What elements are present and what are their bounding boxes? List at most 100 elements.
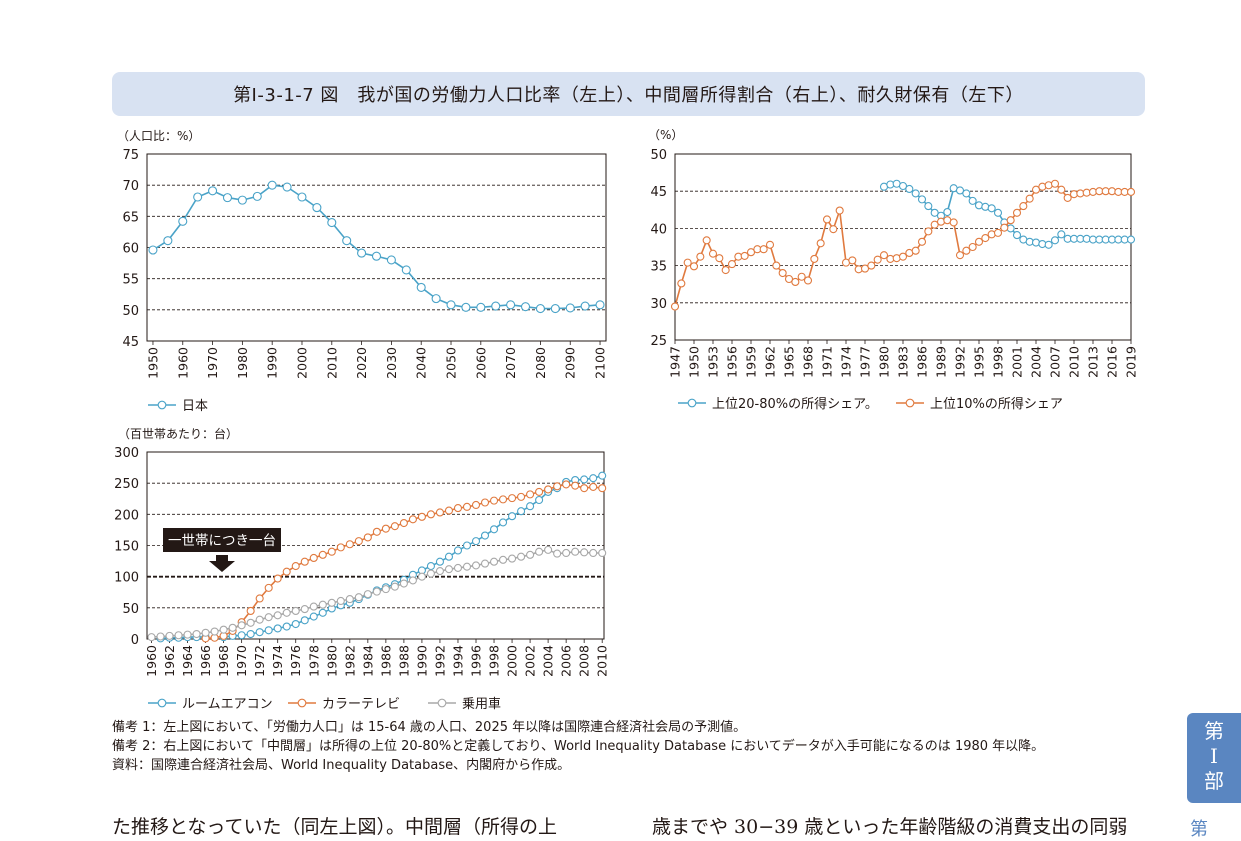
data-point bbox=[598, 471, 607, 480]
data-point bbox=[345, 595, 354, 604]
x-tick-label: 1970 bbox=[234, 645, 249, 677]
annotation-arrow-icon bbox=[209, 555, 235, 572]
data-point bbox=[444, 565, 454, 574]
x-tick-label: 2004 bbox=[541, 645, 556, 677]
data-point bbox=[163, 236, 173, 246]
data-point bbox=[267, 180, 277, 190]
data-point bbox=[520, 302, 531, 312]
part-tab[interactable]: 第 Ⅰ 部 bbox=[1187, 713, 1241, 803]
data-point bbox=[417, 512, 426, 521]
y-tick-label: 50 bbox=[650, 148, 667, 163]
data-point bbox=[435, 567, 444, 576]
labor-unit-label: （人口比：%） bbox=[117, 129, 201, 143]
x-tick-label: 1956 bbox=[725, 346, 740, 378]
x-tick-label: 2030 bbox=[384, 347, 399, 379]
x-tick-label: 1953 bbox=[706, 346, 721, 378]
data-point bbox=[489, 525, 499, 534]
legend-label: カラーテレビ bbox=[322, 697, 400, 712]
y-tick-label: 0 bbox=[131, 633, 139, 648]
data-point bbox=[426, 562, 435, 571]
data-point bbox=[506, 300, 516, 310]
data-point bbox=[498, 495, 508, 504]
legend-label: 乗用車 bbox=[462, 697, 501, 712]
data-point bbox=[318, 600, 327, 609]
durables-unit-label: （百世帯あたり：台） bbox=[118, 427, 239, 441]
x-tick-label: 2004 bbox=[1029, 346, 1044, 378]
data-point bbox=[219, 625, 228, 634]
x-tick-label: 1977 bbox=[858, 346, 873, 378]
data-point bbox=[255, 615, 264, 624]
data-point bbox=[390, 582, 399, 591]
series-line bbox=[674, 182, 1131, 307]
data-point bbox=[1057, 185, 1066, 194]
data-point bbox=[228, 623, 237, 632]
data-point bbox=[309, 602, 318, 611]
data-point bbox=[974, 237, 984, 246]
data-point bbox=[178, 216, 188, 226]
data-point bbox=[746, 248, 756, 257]
data-point bbox=[327, 547, 336, 556]
legend-label: 日本 bbox=[182, 399, 208, 414]
data-point bbox=[550, 304, 560, 314]
data-point bbox=[291, 562, 300, 571]
data-point bbox=[193, 192, 203, 202]
x-tick-label: 1994 bbox=[450, 645, 465, 677]
data-point bbox=[309, 553, 318, 563]
data-point bbox=[282, 608, 291, 617]
data-point bbox=[772, 261, 781, 270]
x-tick-label: 1959 bbox=[744, 346, 759, 378]
x-tick-label: 2020 bbox=[354, 347, 369, 379]
y-tick-label: 50 bbox=[122, 602, 139, 617]
data-point bbox=[336, 543, 345, 552]
chapter-tab[interactable]: 第 bbox=[1190, 819, 1208, 840]
data-point bbox=[461, 302, 471, 312]
x-tick-label: 1950 bbox=[145, 347, 160, 379]
data-point bbox=[993, 208, 1003, 217]
x-tick-label: 2060 bbox=[473, 347, 488, 379]
y-tick-label: 45 bbox=[650, 185, 667, 200]
x-tick-label: 1974 bbox=[839, 346, 854, 378]
data-point bbox=[453, 563, 463, 572]
note-1: 備考 1：左上図において、「労働力人口」は 15-64 歳の人口、2025 年以… bbox=[112, 720, 747, 735]
data-point bbox=[156, 632, 165, 641]
income-share-chart: 25 30 35 40 45 50 1947 1950 1953 1956 1959 1962 1965… bbox=[650, 148, 1138, 412]
body-text-right: 歳までや 30−39 歳といった年齢階級の消費支出の同弱 bbox=[652, 816, 1128, 838]
data-point bbox=[784, 274, 794, 284]
data-point bbox=[291, 619, 300, 629]
x-tick-label: 1974 bbox=[270, 645, 285, 677]
income-unit-label: （%） bbox=[648, 128, 684, 142]
data-point bbox=[759, 245, 768, 254]
data-point bbox=[1050, 179, 1060, 188]
data-point bbox=[1126, 187, 1136, 196]
x-tick-label: 1964 bbox=[180, 645, 195, 677]
data-point bbox=[264, 626, 273, 635]
data-point bbox=[1063, 193, 1072, 202]
data-point bbox=[508, 554, 517, 563]
x-tick-label: 1980 bbox=[235, 347, 250, 379]
data-point bbox=[1012, 231, 1022, 240]
data-point bbox=[446, 300, 456, 310]
data-point bbox=[480, 531, 490, 540]
data-point bbox=[1012, 208, 1022, 217]
data-point bbox=[517, 507, 526, 516]
data-point bbox=[962, 189, 971, 198]
data-point bbox=[435, 508, 444, 517]
x-tick-label: 2100 bbox=[593, 347, 608, 379]
data-point bbox=[816, 239, 825, 248]
data-point bbox=[435, 557, 444, 566]
legend-marker bbox=[157, 400, 167, 410]
x-tick-label: 1965 bbox=[782, 346, 797, 378]
annotation-box bbox=[163, 528, 281, 552]
x-tick-label: 1983 bbox=[896, 346, 911, 378]
data-point bbox=[924, 202, 933, 211]
data-point bbox=[898, 181, 908, 191]
data-point bbox=[905, 184, 914, 194]
series-line bbox=[205, 483, 603, 640]
labor-force-chart: 45 50 55 60 65 70 75 1950 1960 1970 1980 1990 2000 20… bbox=[122, 148, 608, 414]
data-point bbox=[562, 480, 571, 489]
data-point bbox=[1050, 236, 1060, 245]
y-tick-label: 30 bbox=[650, 297, 667, 312]
data-point bbox=[598, 484, 607, 493]
y-tick-label: 100 bbox=[114, 571, 139, 586]
